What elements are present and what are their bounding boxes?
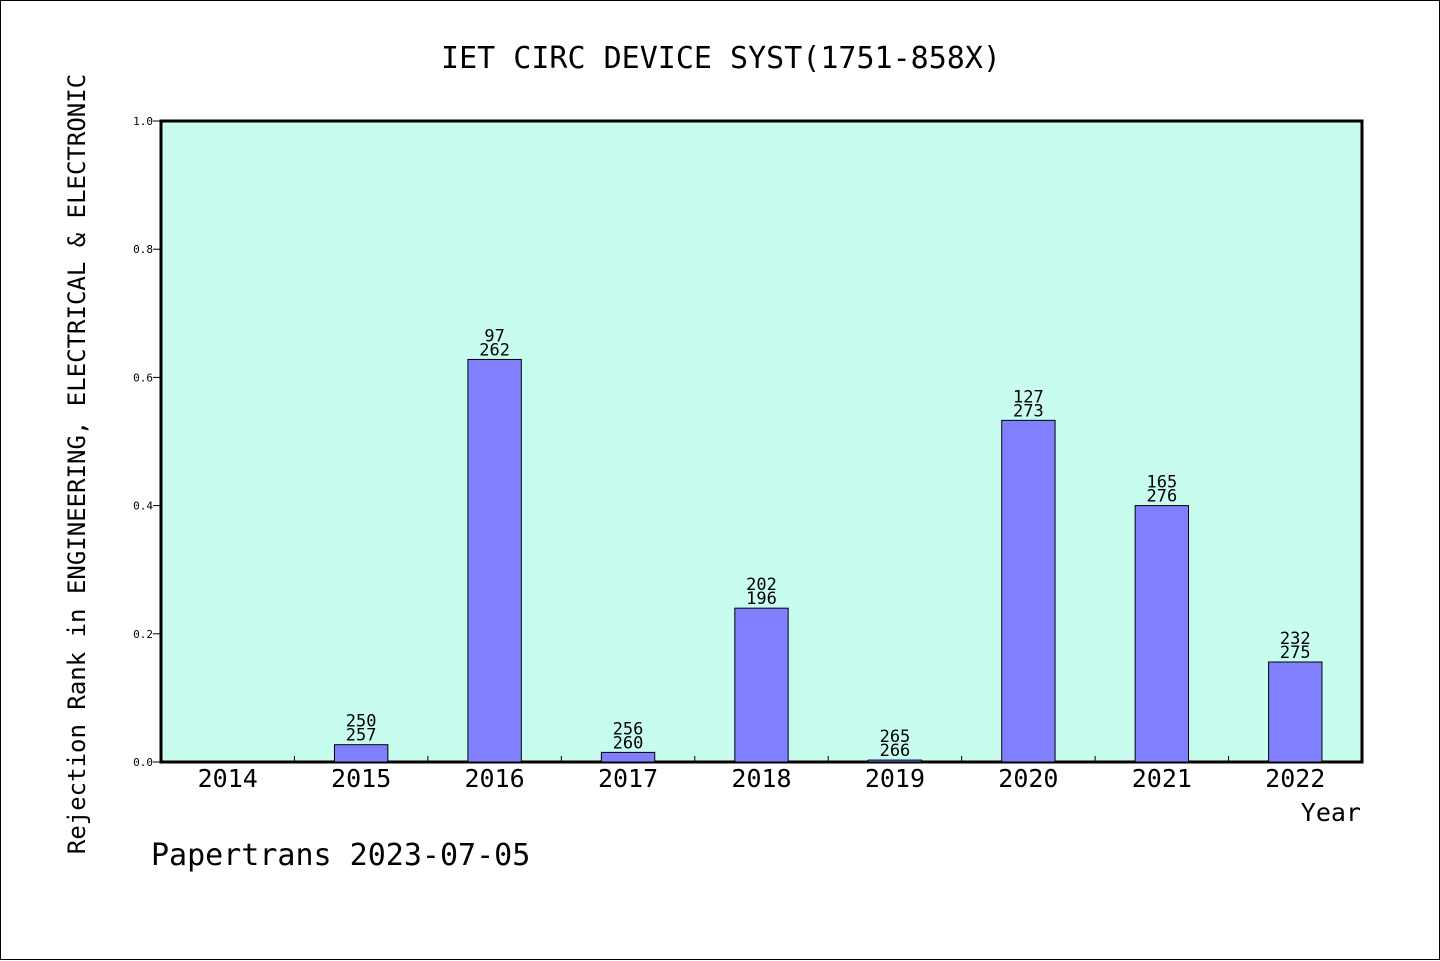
bar-label-bottom: 273 bbox=[1013, 401, 1044, 421]
bar-label-bottom: 262 bbox=[479, 340, 510, 360]
chart-title: IET CIRC DEVICE SYST(1751-858X) bbox=[441, 41, 1001, 76]
y-tick-label: 0.4 bbox=[133, 500, 153, 513]
bar-label-bottom: 275 bbox=[1280, 643, 1311, 663]
bar-2021 bbox=[1134, 505, 1190, 763]
bar-2018 bbox=[734, 607, 789, 763]
footer-credit: Papertrans 2023-07-05 bbox=[151, 838, 530, 873]
bar-label-bottom: 260 bbox=[613, 733, 644, 753]
y-tick-label: 0.6 bbox=[133, 371, 153, 384]
bar-label-top: 265 bbox=[880, 727, 911, 747]
x-tick-label: 2021 bbox=[1132, 764, 1192, 793]
bar-label-top: 165 bbox=[1146, 473, 1177, 493]
x-axis-label: Year bbox=[1301, 798, 1361, 827]
x-tick-label: 2016 bbox=[465, 764, 525, 793]
bar-2022 bbox=[1268, 661, 1323, 763]
x-tick-label: 2017 bbox=[598, 764, 658, 793]
y-axis-label: Rejection Rank in ENGINEERING, ELECTRICA… bbox=[63, 74, 91, 854]
y-tick-label: 0.2 bbox=[133, 628, 153, 641]
x-tick-label: 2022 bbox=[1265, 764, 1325, 793]
bar-2017 bbox=[600, 751, 656, 763]
bar-label-bottom: 266 bbox=[880, 741, 911, 761]
bar-label-top: 250 bbox=[346, 712, 377, 732]
x-tick-label: 2020 bbox=[998, 764, 1058, 793]
x-tick-label: 2014 bbox=[198, 764, 258, 793]
bar-label-top: 127 bbox=[1013, 387, 1044, 407]
bar-2015 bbox=[333, 744, 389, 763]
x-axis: 2014 2015 2016 2017 2018 2019 2020 2021 2022 bbox=[198, 756, 1325, 793]
bar-label-bottom: 257 bbox=[346, 726, 377, 746]
y-tick-label: 0.8 bbox=[133, 243, 153, 256]
bar-labels: 2502579726225626020219626526612727316527… bbox=[346, 326, 1311, 761]
bar-2016 bbox=[467, 358, 522, 763]
bar-label-bottom: 276 bbox=[1146, 487, 1177, 507]
bar-2019 bbox=[867, 759, 923, 763]
x-tick-label: 2018 bbox=[731, 764, 791, 793]
bar-label-top: 202 bbox=[746, 575, 777, 595]
y-axis: 0.0 0.2 0.4 0.6 0.8 1.0 bbox=[133, 115, 161, 769]
bar-2020 bbox=[1001, 419, 1056, 763]
bar-label-top: 256 bbox=[613, 719, 644, 739]
y-tick-label: 1.0 bbox=[133, 115, 153, 128]
bars bbox=[333, 358, 1323, 763]
x-tick-label: 2019 bbox=[865, 764, 925, 793]
y-tick-label: 0.0 bbox=[133, 756, 153, 769]
bar-label-top: 232 bbox=[1280, 629, 1311, 649]
bar-label-bottom: 196 bbox=[746, 589, 777, 609]
bar-label-top: 97 bbox=[484, 326, 504, 346]
x-tick-label: 2015 bbox=[331, 764, 391, 793]
